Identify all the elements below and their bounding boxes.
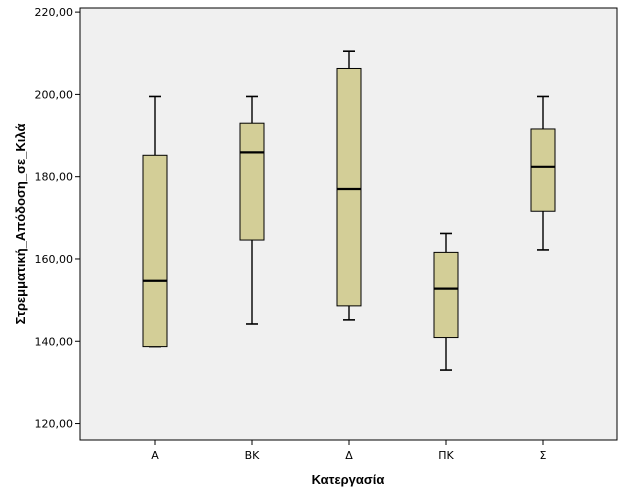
box-2 xyxy=(336,50,362,321)
y-tick-label: 220,00 xyxy=(35,6,74,19)
x-tick-label: ΠΚ xyxy=(438,449,454,462)
y-tick-label: 160,00 xyxy=(35,253,74,266)
boxes-group xyxy=(142,50,556,371)
y-axis-title: Στρεμματική_Απόδοση_σε_Κιλά xyxy=(13,124,28,325)
x-tick-label: Α xyxy=(151,449,159,462)
box-1 xyxy=(239,95,265,325)
box-iqr xyxy=(336,67,362,307)
y-tick-label: 180,00 xyxy=(35,171,74,184)
y-tick-label: 120,00 xyxy=(35,418,74,431)
box-iqr xyxy=(239,122,265,241)
x-axis: Α ΒΚ Δ ΠΚ Σ xyxy=(151,440,547,462)
y-axis: 120,00 140,00 160,00 180,00 200,00 220,00 xyxy=(35,6,80,431)
box-3 xyxy=(433,232,459,371)
y-tick-label: 140,00 xyxy=(35,335,74,348)
box-iqr xyxy=(433,251,459,339)
box-iqr xyxy=(530,128,556,212)
box-iqr xyxy=(142,154,168,348)
x-axis-title: Κατεργασία xyxy=(312,472,385,487)
y-tick-label: 200,00 xyxy=(35,88,74,101)
x-tick-label: Δ xyxy=(345,449,353,462)
box-0 xyxy=(142,95,168,348)
box-4 xyxy=(530,95,556,251)
x-tick-label: ΒΚ xyxy=(245,449,261,462)
x-tick-label: Σ xyxy=(540,449,547,462)
